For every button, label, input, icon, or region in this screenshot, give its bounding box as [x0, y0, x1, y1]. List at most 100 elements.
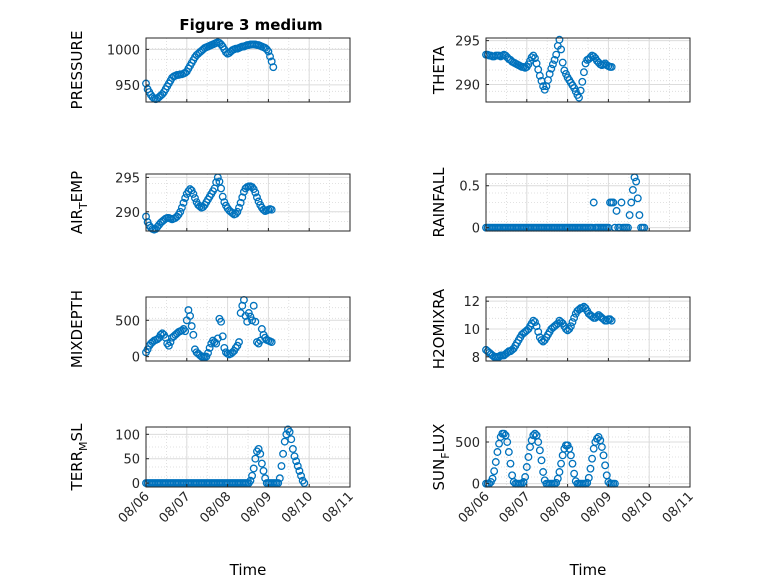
x-tick-label: 08/11 [320, 489, 357, 526]
y-tick-label: 8 [472, 351, 480, 366]
data-point [275, 474, 284, 483]
x-tick-label: 08/10 [279, 489, 316, 526]
data-point [212, 339, 221, 348]
axes-frame [145, 296, 351, 362]
data-point [617, 198, 626, 207]
data-point [625, 211, 634, 220]
x-tick-label: 08/07 [157, 489, 194, 526]
data-point [191, 194, 199, 202]
data-point [181, 327, 190, 336]
data-point [217, 317, 226, 326]
data-point [288, 445, 297, 453]
data-point [259, 466, 268, 475]
data-point [593, 312, 601, 321]
data-point [290, 452, 299, 461]
data-point [568, 459, 577, 468]
data-point [555, 468, 564, 476]
data-point [576, 86, 585, 95]
data-point [186, 311, 195, 320]
data-point [179, 325, 188, 333]
data-point [570, 313, 579, 322]
data-point [635, 211, 644, 220]
data-point [532, 322, 541, 331]
x-tick-label: 08/08 [197, 489, 234, 526]
data-point [187, 322, 196, 331]
y-axis-label: THETA [430, 45, 448, 95]
data-point [251, 454, 260, 463]
axes-frame [145, 173, 351, 232]
data-point [607, 316, 616, 325]
data-point [601, 461, 610, 470]
data-point [251, 188, 260, 197]
data-point [575, 93, 583, 102]
subplot-8: 0 500 08/06 08/07 08/08 08/09 08/10 08/11 SUNFLU… [430, 424, 697, 579]
subplot-1: 950 1000 PRESSURE [68, 31, 351, 109]
data-point [217, 184, 226, 193]
data-point [607, 62, 616, 71]
data-point [545, 69, 554, 78]
data-point [548, 60, 557, 69]
y-axis-label: AIRTEMP [68, 171, 90, 234]
data-point [164, 341, 173, 350]
data-point [633, 194, 642, 203]
data-point [632, 177, 641, 186]
x-tick-label: 08/09 [578, 489, 615, 526]
data-point [262, 45, 271, 54]
y-tick-label: 290 [115, 206, 140, 221]
axes-frame [485, 426, 691, 488]
data-point [579, 68, 588, 77]
data-point [177, 326, 186, 335]
data-point [504, 448, 513, 456]
subplot-4: 0 0.5 RAINFALL [430, 167, 691, 237]
data-point [531, 429, 539, 438]
data-point [267, 338, 276, 347]
data-point [529, 316, 538, 325]
data-point [550, 55, 559, 64]
data-point [246, 312, 255, 321]
y-tick-label: 0 [472, 478, 480, 493]
data-point [181, 194, 190, 202]
data-point [264, 47, 273, 56]
data-point [253, 193, 261, 202]
data-point [506, 459, 515, 468]
data-point [586, 464, 595, 473]
x-tick-label: 08/06 [456, 489, 493, 526]
data-point [292, 457, 301, 466]
axes-frame [145, 37, 351, 103]
data-point [491, 458, 500, 466]
data-point [287, 435, 296, 444]
data-point [578, 77, 587, 86]
x-tick-label: 08/08 [537, 489, 574, 526]
data-point [231, 209, 240, 218]
data-point [244, 309, 253, 317]
subplot-5: 0 500 MIXDEPTH [68, 290, 351, 368]
data-point [493, 448, 502, 456]
data-point [588, 454, 597, 463]
data-point [570, 469, 579, 478]
data-point [189, 330, 198, 339]
data-point [566, 451, 575, 460]
data-point [599, 451, 608, 460]
data-point [218, 332, 227, 341]
y-axis-label: H2OMIXRA [430, 288, 448, 369]
data-point [552, 478, 561, 487]
data-point [584, 473, 593, 482]
figure-title: Figure 3 medium [179, 16, 322, 34]
data-point [568, 318, 577, 326]
y-tick-label: 1000 [107, 43, 140, 58]
data-point [220, 343, 229, 352]
data-point [195, 202, 204, 211]
axes-frame [485, 173, 691, 232]
data-point [597, 443, 606, 451]
data-point [277, 462, 286, 470]
x-axis-label: Time [569, 561, 607, 579]
data-point [628, 185, 637, 194]
data-point [503, 438, 512, 446]
data-point [490, 467, 499, 476]
data-point [238, 193, 247, 202]
y-tick-label: 50 [123, 453, 140, 468]
data-point [589, 198, 598, 207]
y-tick-label: 295 [115, 171, 140, 186]
data-point [176, 207, 185, 216]
